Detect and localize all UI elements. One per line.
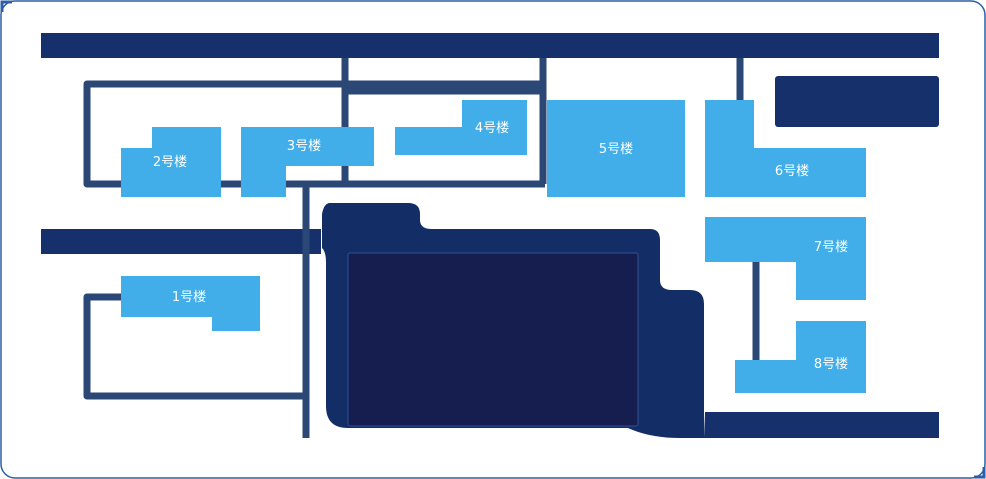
building-2-label: 2号楼 bbox=[153, 155, 187, 170]
building-4[interactable]: 4号楼 bbox=[395, 100, 527, 155]
corner-mark-top-left bbox=[0, 0, 12, 12]
building-8-label: 8号楼 bbox=[814, 357, 848, 372]
path-upper-loop bbox=[83, 80, 545, 188]
building-6[interactable]: 6号楼 bbox=[705, 100, 866, 197]
building-1[interactable]: 1号楼 bbox=[121, 276, 260, 331]
building-3-label: 3号楼 bbox=[287, 139, 321, 154]
building-1-label: 1号楼 bbox=[172, 290, 206, 305]
parking-block bbox=[775, 76, 939, 127]
path-lower-loop bbox=[83, 293, 306, 400]
building-2[interactable]: 2号楼 bbox=[121, 127, 221, 197]
building-7[interactable]: 7号楼 bbox=[705, 217, 866, 300]
road-north bbox=[41, 33, 939, 58]
building-7-label: 7号楼 bbox=[814, 240, 848, 255]
paths bbox=[83, 58, 760, 438]
plaza-inner bbox=[347, 252, 639, 427]
building-6-label: 6号楼 bbox=[775, 164, 809, 179]
road-south-east bbox=[705, 412, 939, 438]
corner-mark-bottom-right bbox=[974, 467, 986, 479]
road-west bbox=[41, 229, 321, 254]
building-5[interactable]: 5号楼 bbox=[547, 100, 685, 197]
building-8[interactable]: 8号楼 bbox=[735, 321, 866, 393]
building-4-label: 4号楼 bbox=[475, 121, 509, 136]
building-5-label: 5号楼 bbox=[599, 142, 633, 157]
building-3[interactable]: 3号楼 bbox=[241, 127, 374, 197]
